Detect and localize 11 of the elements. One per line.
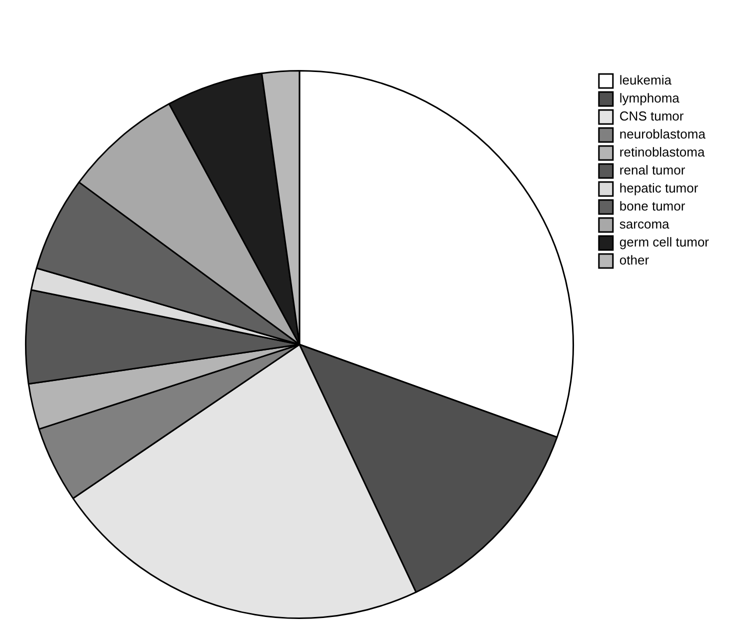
legend-label: neuroblastoma xyxy=(619,126,706,142)
legend-label: germ cell tumor xyxy=(619,234,710,250)
legend-label: CNS tumor xyxy=(619,108,684,124)
legend-label: other xyxy=(619,252,650,268)
legend-label: renal tumor xyxy=(619,162,686,178)
legend-label: hepatic tumor xyxy=(619,180,699,196)
legend-label: sarcoma xyxy=(619,216,670,232)
legend-label: bone tumor xyxy=(619,198,686,214)
legend-label: lymphoma xyxy=(619,90,680,106)
legend-label: retinoblastoma xyxy=(619,144,706,160)
legend-label: leukemia xyxy=(619,72,672,88)
